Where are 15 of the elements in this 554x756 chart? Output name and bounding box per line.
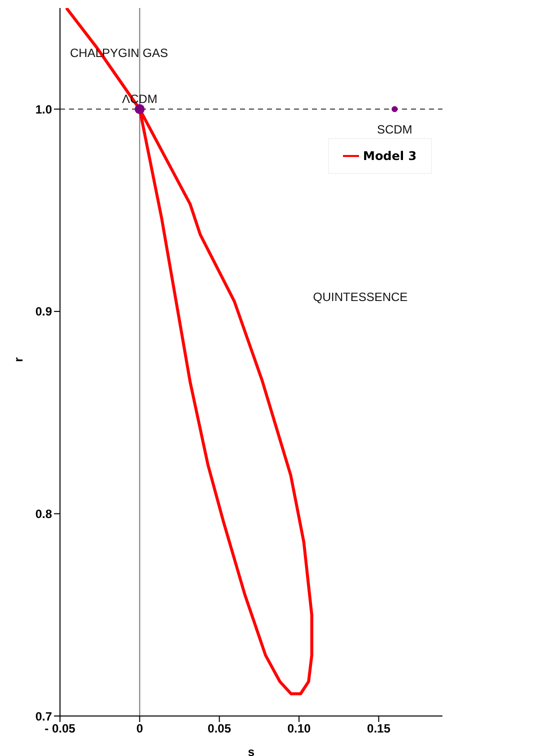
- y-tick-label: 0.8: [35, 506, 52, 521]
- x-tick-label: - 0.05: [44, 722, 76, 736]
- y-axis-title: r: [11, 357, 26, 362]
- line-series: [64, 8, 314, 696]
- legend-label: Model 3: [363, 149, 417, 163]
- annotation: SCDM: [376, 122, 412, 137]
- annotation: QUINTESSENCE: [313, 290, 408, 304]
- x-axis-title: s: [248, 745, 255, 756]
- x-tick-label: 0: [136, 722, 144, 736]
- x-tick-label: 0.05: [208, 722, 232, 736]
- x-tick-label: 0.10: [287, 722, 312, 736]
- y-tick-label: 0.7: [35, 709, 52, 724]
- y-tick-label: 0.9: [35, 304, 52, 319]
- y-tick-label: 1.0: [35, 102, 52, 116]
- x-tick-label: 0.15: [367, 722, 391, 736]
